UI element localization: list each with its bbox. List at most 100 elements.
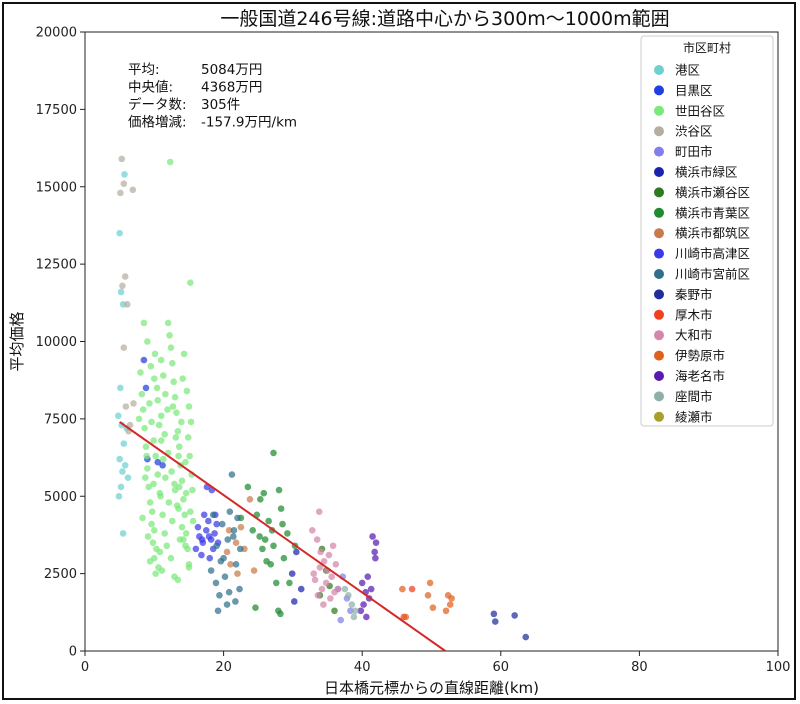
data-point [331,607,338,615]
data-point [275,486,283,494]
legend-label: 伊勢原市 [675,348,725,363]
data-point [172,434,180,441]
data-point [154,471,162,478]
x-tick-label: 20 [215,660,232,675]
data-point [187,418,195,426]
data-point [144,465,151,472]
data-point [491,618,499,625]
data-point [320,601,327,608]
legend: 市区町村港区目黒区世田谷区渋谷区町田市横浜市緑区横浜市瀬谷区横浜市青葉区横浜市都… [640,35,774,427]
data-point [118,155,126,163]
data-point [313,536,321,543]
data-point [121,273,129,280]
data-point [178,523,186,531]
legend-label: 港区 [675,63,700,78]
legend-marker [654,330,664,341]
data-point [309,526,316,534]
data-point [178,477,186,485]
data-point [263,557,270,565]
data-point [205,533,213,540]
y-axis-label: 平均価格 [8,311,26,371]
data-point [151,375,158,382]
data-point [372,554,379,562]
legend-label: 横浜市都筑区 [675,226,750,241]
legend-label: 横浜市青葉区 [675,205,750,220]
data-point [256,533,263,540]
legend-label: 厚木市 [675,307,713,322]
data-point [372,539,380,546]
data-point [114,412,122,420]
data-point [288,570,296,577]
data-point [148,418,155,426]
data-point [168,468,175,475]
data-point [119,282,126,290]
legend-marker [654,411,664,422]
data-point [185,403,193,410]
data-point [213,542,220,550]
data-point [212,579,220,587]
data-point [315,508,323,516]
data-point [223,548,231,556]
data-point [157,437,165,444]
legend-label: 秦野市 [675,287,713,302]
data-point [166,158,174,166]
data-point [169,517,176,525]
data-point [442,607,450,615]
data-point [207,567,215,574]
data-point [429,604,437,611]
data-point [446,601,454,608]
data-point [227,561,234,568]
data-point [490,610,498,618]
data-point [280,554,288,562]
legend-label: 海老名市 [675,369,725,384]
data-point [213,520,220,528]
x-tick-label: 60 [493,660,510,675]
data-point [358,579,366,587]
x-tick-label: 40 [354,660,371,675]
data-point [234,570,241,577]
data-point [170,378,178,386]
data-point [146,557,154,565]
stat-value: 305件 [201,97,240,113]
data-point [175,483,183,491]
data-point [153,545,160,553]
data-point [162,390,169,398]
data-point [142,384,150,392]
data-point [171,480,178,488]
data-point [160,455,167,463]
chart-title: 一般国道246号線:道路中心から300m〜1000m範囲 [220,8,669,30]
legend-box [640,35,774,427]
data-point [157,356,165,364]
data-point [116,455,123,463]
data-point [159,511,166,519]
data-point [236,585,243,593]
data-point [116,229,123,237]
data-point [184,545,191,553]
data-point [144,533,152,540]
data-point [290,598,298,605]
data-point [279,520,286,528]
data-point [357,607,365,615]
data-point [151,350,159,358]
data-point [182,530,190,537]
data-point [124,474,132,481]
data-point [187,279,194,286]
data-point [259,545,266,553]
data-point [152,570,159,577]
stat-label: データ数: [128,96,187,113]
legend-marker [654,167,664,177]
data-point [337,616,345,624]
data-point [214,607,222,615]
data-point [331,588,338,596]
legend-label: 座間市 [675,389,713,404]
data-point [155,564,162,571]
data-point [260,489,268,497]
data-point [122,403,130,410]
data-point [226,508,234,516]
data-point [174,427,182,435]
data-point [139,514,146,522]
data-point [329,542,337,550]
data-point [164,319,172,327]
y-tick-label: 7500 [44,412,77,427]
legend-marker [654,309,664,320]
